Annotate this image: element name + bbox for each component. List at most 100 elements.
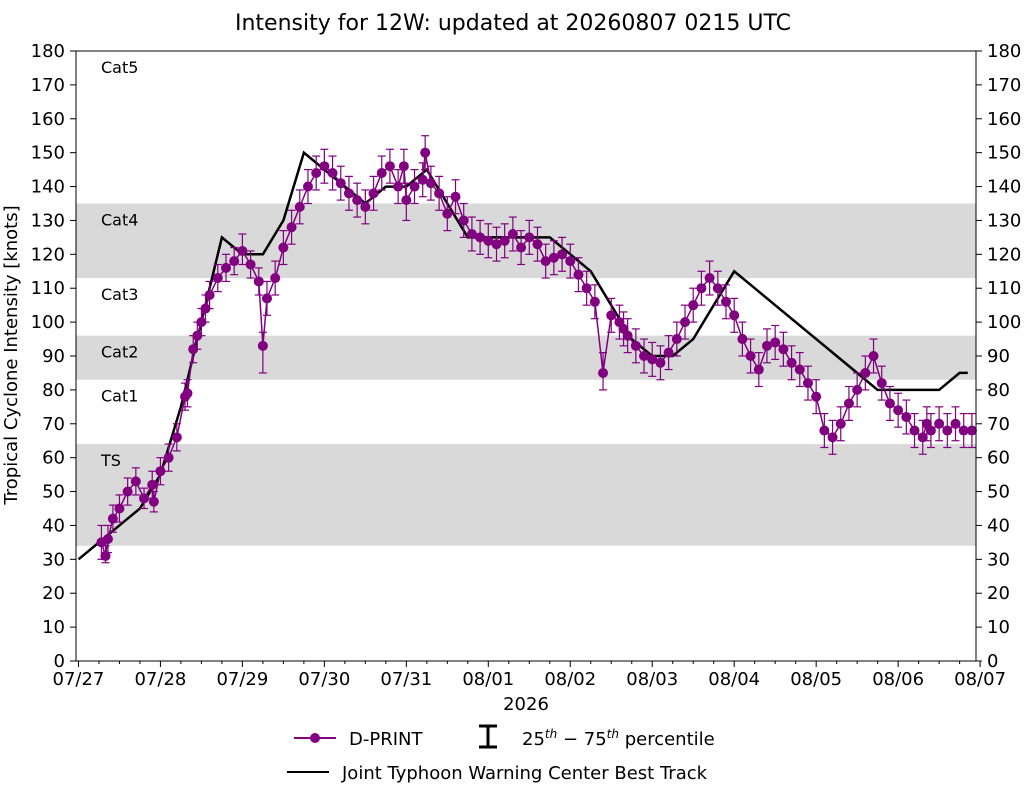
dprint-point (261, 293, 272, 304)
y-tick-label-left: 0 (54, 651, 65, 672)
y-tick-label-left: 50 (42, 482, 65, 503)
dprint-point (868, 351, 879, 361)
y-tick-label-right: 0 (987, 651, 998, 672)
dprint-point (163, 452, 174, 463)
dprint-point (286, 222, 297, 233)
dprint-point (901, 412, 912, 422)
y-tick-label-right: 170 (987, 75, 1021, 96)
dprint-point (434, 188, 445, 199)
y-axis-left: 0 10 20 30 40 50 60 70 80 90 100 110 120 130 140 150 160… (31, 41, 76, 672)
dprint-point (192, 330, 203, 341)
x-tick-label: 08/02 (544, 669, 596, 690)
dprint-point (204, 290, 215, 300)
x-tick-label: 07/27 (53, 669, 105, 690)
dprint-point (786, 357, 797, 368)
dprint-point (630, 340, 641, 351)
y-tick-label-left: 110 (31, 278, 65, 299)
dprint-point (148, 496, 159, 507)
dprint-point (475, 232, 486, 243)
dprint-point (319, 161, 330, 172)
dprint-point (122, 486, 133, 497)
dprint-point (540, 256, 551, 267)
dprint-point (958, 425, 969, 436)
dprint-point (811, 391, 822, 402)
dprint-point (458, 215, 469, 226)
dprint-point (680, 317, 691, 328)
dprint-point (401, 195, 412, 206)
dprint-point (704, 273, 715, 284)
y-tick-label-left: 80 (42, 380, 65, 401)
dprint-point (311, 168, 322, 178)
y-tick-label-left: 60 (42, 448, 65, 469)
dprint-point (417, 174, 428, 185)
y-tick-label-right: 120 (987, 244, 1021, 265)
legend-dprint-label: D-PRINT (349, 729, 423, 750)
x-tick-label: 07/31 (380, 669, 432, 690)
dprint-point (835, 418, 846, 429)
dprint-point (737, 334, 748, 345)
dprint-point (360, 201, 371, 212)
dprint-point (909, 425, 920, 436)
y-tick-label-right: 130 (987, 210, 1021, 231)
legend: D-PRINT 25th − 75th percentile Joint Typ… (287, 724, 715, 784)
y-tick-label-left: 140 (31, 177, 65, 198)
dprint-point (425, 178, 436, 189)
dprint-point (573, 269, 584, 280)
band-label-cat2: Cat2 (101, 343, 138, 362)
dprint-point (753, 364, 764, 375)
dprint-point (155, 466, 166, 477)
dprint-point (819, 425, 830, 436)
dprint-point (270, 273, 281, 284)
dprint-point (294, 201, 305, 212)
x-tick-label: 08/07 (954, 669, 1006, 690)
dprint-point (925, 425, 936, 436)
dprint-point (852, 384, 863, 395)
y-tick-label-right: 90 (987, 346, 1010, 367)
band-label-cat5: Cat5 (101, 58, 138, 77)
dprint-point (182, 388, 193, 399)
y-tick-label-right: 80 (987, 380, 1010, 401)
y-tick-label-right: 140 (987, 177, 1021, 198)
dprint-point (409, 181, 420, 192)
y-tick-label-left: 30 (42, 549, 65, 570)
dprint-point (565, 256, 576, 267)
band-label-cat3: Cat3 (101, 285, 138, 304)
dprint-point (688, 300, 699, 311)
y-tick-label-right: 20 (987, 583, 1010, 604)
dprint-point (647, 354, 658, 365)
dprint-point (589, 296, 600, 307)
dprint-point (343, 188, 354, 199)
dprint-point (802, 378, 813, 389)
dprint-point (450, 191, 461, 202)
y-tick-label-right: 100 (987, 312, 1021, 333)
y-tick-label-left: 130 (31, 210, 65, 231)
x-tick-label: 08/04 (708, 669, 760, 690)
dprint-point (729, 310, 740, 321)
legend-percentile-icon (479, 724, 497, 749)
band-cat2 (76, 335, 976, 380)
legend-percentile-label: 25th − 75th percentile (522, 727, 715, 750)
dprint-point (557, 249, 568, 260)
dprint-point (606, 310, 617, 321)
dprint-point (598, 367, 609, 378)
x-tick-label: 08/05 (790, 669, 842, 690)
y-tick-label-right: 150 (987, 143, 1021, 164)
dprint-point (663, 347, 674, 358)
dprint-polyline (100, 152, 972, 557)
dprint-point (302, 181, 313, 192)
dprint-point (368, 188, 379, 199)
dprint-point (102, 534, 113, 544)
dprint-point (950, 418, 961, 429)
dprint-point (745, 351, 756, 361)
dprint-point (770, 337, 781, 348)
band-label-cat4: Cat4 (101, 211, 138, 230)
dprint-point (696, 283, 707, 294)
dprint-point (843, 398, 854, 409)
dprint-point (245, 259, 256, 270)
dprint-point (655, 357, 666, 368)
dprint-point (253, 276, 264, 287)
dprint-point (229, 256, 240, 267)
x-tick-label: 08/01 (462, 669, 514, 690)
dprint-point (721, 296, 731, 307)
dprint-point (860, 367, 871, 378)
